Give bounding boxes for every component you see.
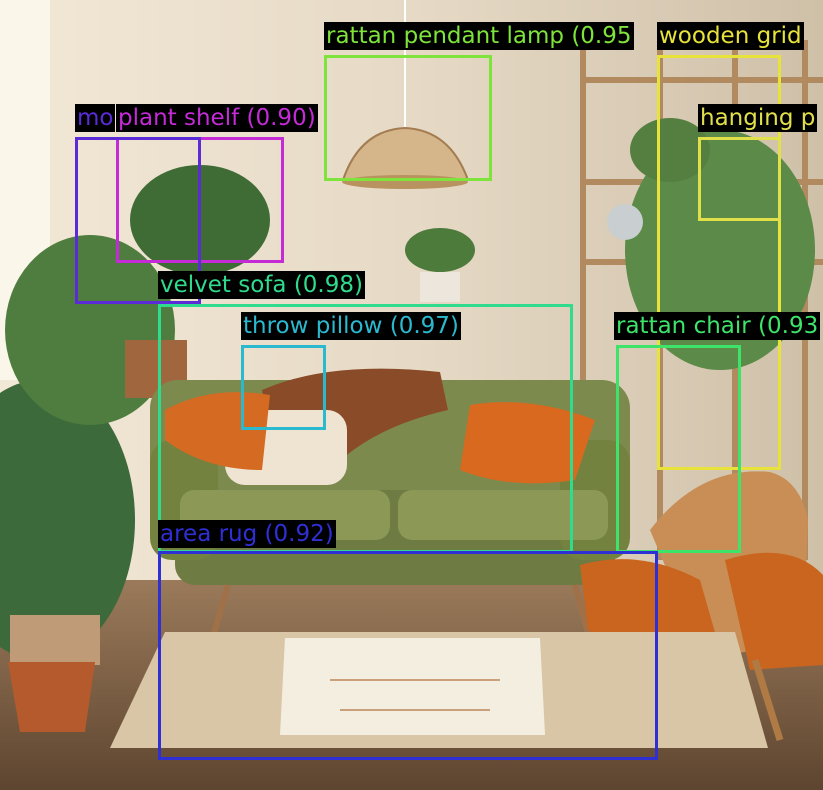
detection-box-velvet-sofa [158,304,573,553]
label-velvet-sofa: velvet sofa (0.98) [158,271,365,299]
label-rattan-pendant-lamp: rattan pendant lamp (0.95 [324,22,634,50]
detection-box-hanging-plant [698,137,781,221]
label-wooden-grid: wooden grid [657,22,804,50]
sofa [150,368,630,641]
detection-box-wooden-grid [657,55,781,470]
label-mo: mo [75,104,116,132]
detection-box-area-rug [158,551,658,760]
rattan-chair [580,471,823,742]
detection-box-rattan-pendant-lamp [324,55,492,181]
label-plant-shelf: plant shelf (0.90) [116,104,318,132]
label-area-rug: area rug (0.92) [158,520,336,548]
pots [8,272,460,732]
rug [110,632,768,748]
detection-box-monstera [75,137,201,304]
label-hanging: hanging p [698,104,818,132]
label-throw-pillow: throw pillow (0.97) [241,312,461,340]
label-rattan-chair: rattan chair (0.93 [614,312,821,340]
detection-box-rattan-chair [616,345,741,553]
detection-box-throw-pillow [241,345,326,430]
